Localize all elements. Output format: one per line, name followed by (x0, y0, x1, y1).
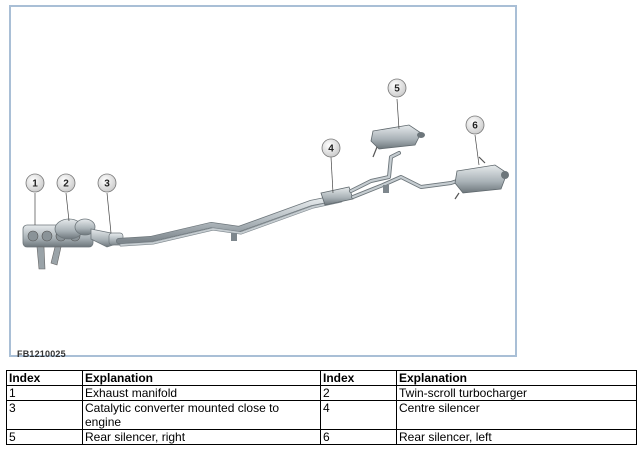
cell-index: 5 (6, 429, 83, 445)
figure-code: FB1210025 (17, 349, 66, 359)
cell-explanation: Twin-scroll turbocharger (396, 385, 637, 401)
callout-5: 5 (387, 78, 407, 98)
callout-leaders (34, 98, 480, 234)
centre-silencer-drawing (320, 186, 354, 206)
catalytic-converter-drawing (90, 228, 124, 248)
turbocharger-drawing (54, 218, 96, 240)
callout-5-label: 5 (394, 84, 400, 95)
callout-2: 2 (56, 173, 76, 193)
callout-4-label: 4 (328, 144, 334, 155)
cell-index: 2 (320, 385, 397, 401)
header-index-1: Index (6, 370, 83, 386)
rear-pipes-drawing (349, 151, 465, 199)
cell-explanation: Rear silencer, right (82, 429, 321, 445)
callout-1: 1 (25, 173, 45, 193)
callout-1-label: 1 (32, 179, 38, 190)
cell-index: 6 (320, 429, 397, 445)
rear-silencer-right-drawing (370, 124, 425, 158)
exhaust-pipe-drawing (116, 194, 344, 247)
table-row: 5 Rear silencer, right 6 Rear silencer, … (6, 429, 637, 445)
callout-4: 4 (321, 138, 341, 158)
cell-index: 1 (6, 385, 83, 401)
rear-silencer-left-drawing (454, 156, 509, 200)
callout-2-label: 2 (63, 179, 69, 190)
table-row: 1 Exhaust manifold 2 Twin-scroll turboch… (6, 385, 637, 401)
cell-explanation: Centre silencer (396, 400, 637, 430)
cell-index: 4 (320, 400, 397, 430)
cell-explanation: Exhaust manifold (82, 385, 321, 401)
header-index-2: Index (320, 370, 397, 386)
callout-3: 3 (97, 173, 117, 193)
header-explanation-2: Explanation (396, 370, 637, 386)
cell-index: 3 (6, 400, 83, 430)
header-explanation-1: Explanation (82, 370, 321, 386)
table-row: 3 Catalytic converter mounted close to e… (6, 400, 637, 430)
callout-3-label: 3 (104, 179, 110, 190)
cell-explanation: Catalytic converter mounted close to eng… (82, 400, 321, 430)
exhaust-system-illustration: 1 2 3 4 5 6 (22, 78, 509, 270)
callout-6: 6 (465, 115, 485, 135)
callout-6-label: 6 (472, 121, 478, 132)
legend-table: Index Explanation Index Explanation 1 Ex… (6, 370, 637, 445)
legend-header-row: Index Explanation Index Explanation (6, 370, 637, 386)
cell-explanation: Rear silencer, left (396, 429, 637, 445)
exhaust-system-figure: 1 2 3 4 5 6 FB1210025 (9, 5, 517, 359)
